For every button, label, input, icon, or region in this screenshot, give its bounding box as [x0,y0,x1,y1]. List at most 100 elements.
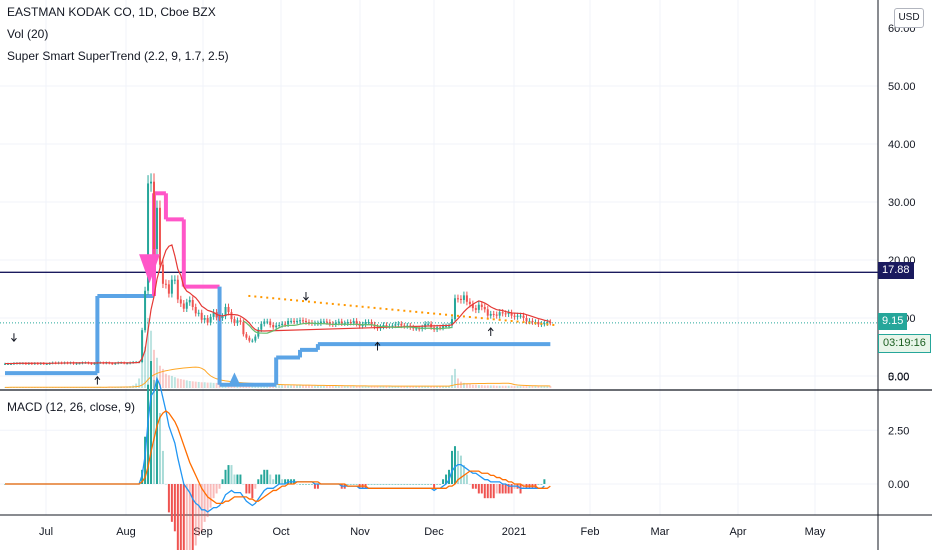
candle-body [403,325,406,327]
price-tick-label: 0.00 [888,371,909,383]
volume-legend[interactable]: Vol (20) [7,27,49,41]
volume-bar [400,386,403,388]
volume-bar [445,386,448,388]
macd-histogram-bar [397,484,400,485]
candle-body [221,316,224,318]
candle-body [144,290,147,331]
volume-bar [451,375,453,388]
trail-dot [391,308,394,311]
candle-body [254,336,257,341]
volume-bar [304,385,307,388]
volume-bar [346,386,349,388]
candle-body [406,325,409,327]
time-tick-label: Nov [350,526,370,538]
candle-body [242,322,245,335]
candle-body [442,326,445,328]
volume-bar [418,386,421,388]
macd-histogram-bar [150,361,153,484]
macd-histogram-bar [215,484,218,494]
macd-legend[interactable]: MACD (12, 26, close, 9) [7,400,136,414]
candle-body [218,317,221,319]
volume-bar [316,385,319,388]
volume-bar [164,373,167,388]
candle-body [212,312,215,317]
macd-histogram-bar [203,484,206,522]
volume-bar [489,385,492,388]
macd-histogram-bar [272,479,275,484]
volume-bar [424,386,427,388]
trail-dot [546,323,549,326]
trail-dot [516,320,519,323]
macd-histogram-bar [540,484,543,485]
volume-bar [382,386,385,388]
macd-histogram-bar [299,484,302,485]
macd-histogram-bar [313,484,316,489]
time-tick-label: Feb [581,526,600,538]
time-tick-label: Oct [272,526,289,538]
candle-body [322,321,325,323]
macd-histogram-bar [176,484,179,550]
macd-histogram-bar [543,479,546,484]
volume-bar [546,386,549,388]
volume-bar [465,383,468,388]
candle-body [537,322,540,325]
macd-histogram-bar [391,484,394,485]
candle-body [233,319,236,324]
symbol-legend[interactable]: EASTMAN KODAK CO, 1D, Cboe BZX [7,5,216,19]
candle-body [418,328,421,330]
candle-body [239,320,242,323]
candle-body [397,323,400,325]
buy-arrow [374,341,381,351]
macd-histogram-bar [188,484,191,550]
macd-histogram-bar [367,484,370,485]
price-tick-label: 40.00 [888,139,916,151]
volume-bar [504,385,507,388]
volume-bar [138,378,141,388]
volume-bar [459,381,462,388]
trail-dot [504,319,507,322]
volume-bar [427,386,430,388]
volume-bar [439,386,442,388]
volume-bar [352,386,355,388]
macd-histogram-bar [275,474,278,484]
trail-dot [403,309,406,312]
macd-histogram-bar [197,484,200,537]
candle-body [188,300,191,303]
currency-button[interactable]: USD [894,8,924,28]
candle-body [382,324,385,327]
macd-histogram-bar [427,484,430,485]
volume-bar [340,386,343,388]
macd-histogram-bar [170,484,173,522]
volume-bar [549,386,552,388]
macd-histogram-bar [462,465,465,484]
volume-bar [471,384,474,388]
volume-bar [522,386,525,388]
volume-bar [528,386,531,388]
macd-histogram-bar [436,484,439,485]
volume-bar [167,375,170,388]
volume-bar [379,386,382,388]
volume-bar [468,384,471,388]
candle-body [415,328,418,330]
volume-bar [209,382,212,388]
candle-body [251,340,254,342]
macd-histogram-bar [236,474,239,484]
macd-histogram-bar [260,474,263,484]
trail-dot [379,307,382,310]
candle-body [451,319,453,326]
trailing-line-green [243,320,453,334]
volume-bar [290,385,293,388]
candle-body [197,312,200,314]
trail-dot [254,295,257,298]
volume-bar [492,385,495,388]
macd-histogram-bar [182,484,185,550]
candle-body [203,318,206,320]
volume-bar [313,385,316,388]
supertrend-legend[interactable]: Super Smart SuperTrend (2.2, 9, 1.7, 2.5… [7,49,229,63]
candle-body [281,323,284,325]
volume-bar [373,386,376,388]
volume-bar [412,386,415,388]
candle-body [287,320,290,325]
candle-body [385,324,388,327]
